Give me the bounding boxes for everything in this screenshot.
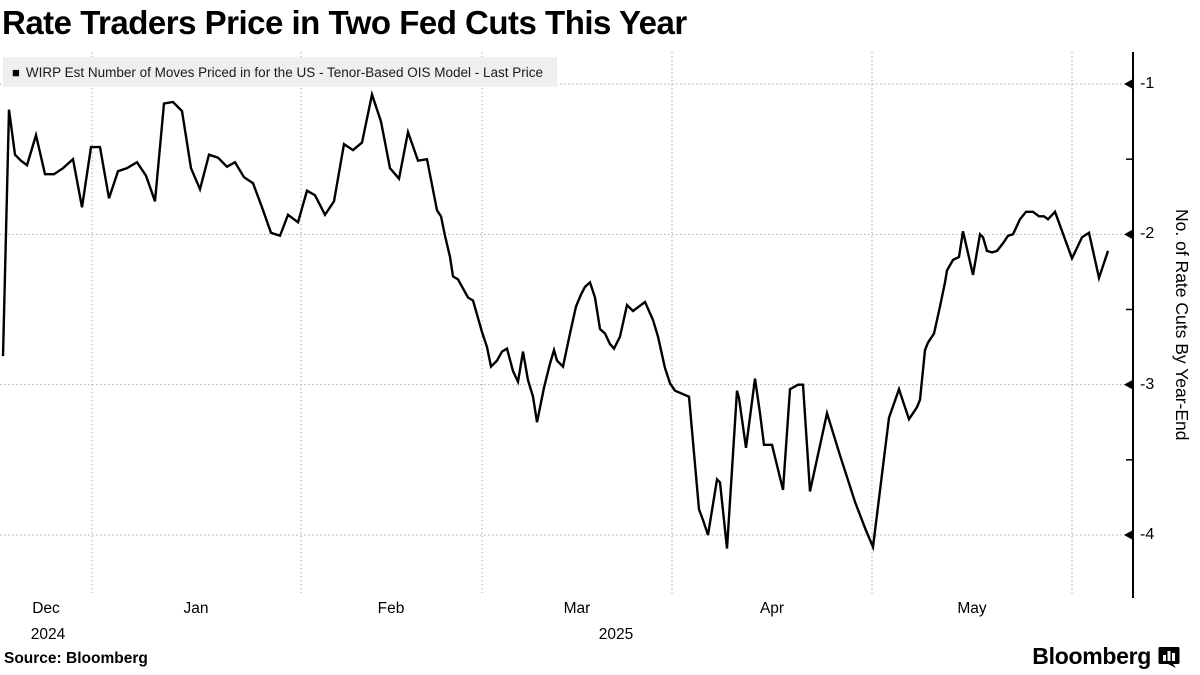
bloomberg-bug-icon bbox=[1158, 646, 1180, 668]
x-month-label: Jan bbox=[183, 600, 209, 617]
y-tick-label: -1 bbox=[1140, 75, 1155, 92]
y-axis-title: No. of Rate Cuts By Year-End bbox=[1172, 209, 1192, 441]
source-text: Source: Bloomberg bbox=[4, 650, 148, 667]
bloomberg-logo: Bloomberg bbox=[1032, 643, 1180, 670]
x-month-label: Apr bbox=[759, 600, 785, 617]
y-major-tick-arrow-icon bbox=[1124, 379, 1133, 390]
y-tick-label: -2 bbox=[1140, 225, 1155, 243]
legend-label: WIRP Est Number of Moves Priced in for t… bbox=[25, 64, 544, 80]
y-major-tick-arrow-icon bbox=[1124, 529, 1133, 540]
legend-swatch-icon: ■ bbox=[12, 64, 20, 80]
y-tick-label: -3 bbox=[1140, 375, 1155, 393]
x-month-label: May bbox=[957, 600, 987, 617]
x-month-label: Feb bbox=[377, 600, 405, 617]
x-year-label: 2024 bbox=[30, 626, 66, 643]
chart-title: Rate Traders Price in Two Fed Cuts This … bbox=[2, 4, 687, 41]
y-major-tick-arrow-icon bbox=[1124, 229, 1133, 240]
bloomberg-wordmark: Bloomberg bbox=[1032, 643, 1151, 669]
y-major-tick-arrow-icon bbox=[1124, 79, 1133, 89]
y-tick-label: -4 bbox=[1140, 525, 1155, 543]
x-month-label: Mar bbox=[563, 600, 591, 617]
legend: ■ WIRP Est Number of Moves Priced in for… bbox=[3, 57, 558, 87]
series-line bbox=[1, 89, 1110, 552]
x-month-label: Dec bbox=[32, 600, 60, 617]
x-year-label: 2025 bbox=[598, 626, 634, 643]
